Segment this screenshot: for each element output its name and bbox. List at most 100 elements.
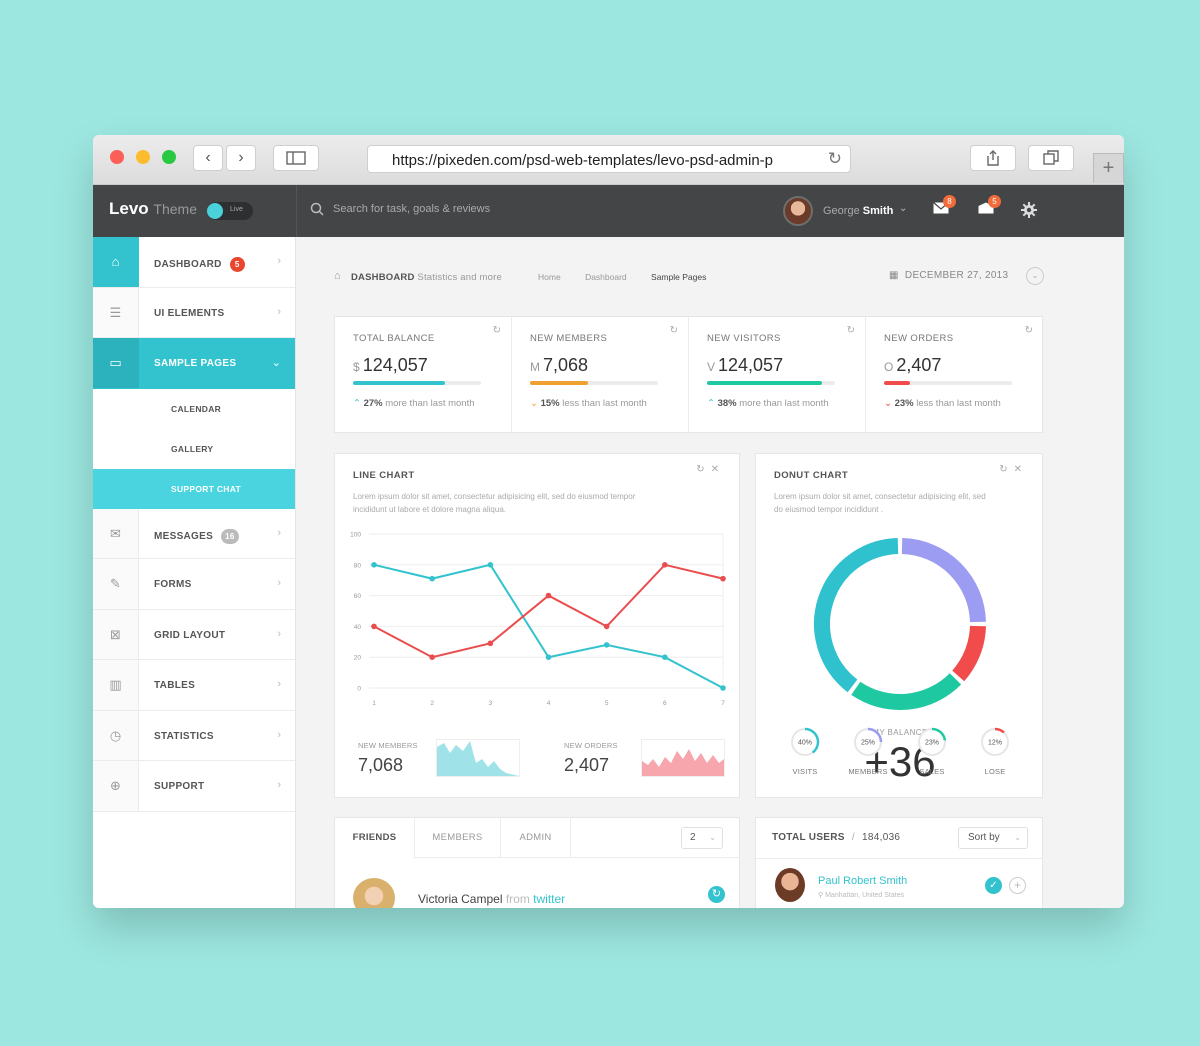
brand-logo[interactable]: Levo Theme [109, 199, 197, 219]
close-icon[interactable]: ✕ [1013, 464, 1028, 475]
refresh-icon[interactable]: ↻ [1024, 325, 1033, 336]
series-line-2 [373, 563, 724, 659]
mini-stat-label: NEW MEMBERS [358, 741, 418, 750]
stat-progress-fill [530, 381, 588, 385]
settings-button[interactable] [1021, 202, 1037, 223]
chevron-down-icon: ⌄ [709, 833, 716, 842]
series-point [429, 654, 435, 660]
breadcrumb-dashboard[interactable]: Dashboard [585, 272, 627, 282]
sort-select[interactable]: Sort by ⌄ [958, 827, 1028, 849]
back-button[interactable]: ‹ [193, 145, 223, 171]
user-avatar[interactable] [783, 196, 813, 226]
series-point [545, 592, 552, 599]
sidebar: ⌂ DASHBOARD 5 › ☰ UI ELEMENTS › ▭ SAMPLE … [93, 237, 296, 908]
stat-progress [884, 381, 1012, 385]
tabs-icon [1043, 150, 1059, 165]
user-avatar[interactable] [775, 868, 805, 902]
sidebar-subitem-gallery[interactable]: GALLERY [171, 443, 214, 454]
refresh-icon[interactable]: ↻ [696, 464, 711, 475]
stat-value: 7,068 [543, 355, 589, 375]
close-window-button[interactable] [110, 150, 124, 164]
y-tick-label: 20 [354, 655, 362, 662]
mini-donut-chart: 23% [918, 727, 947, 756]
sidebar-subitem-support-chat[interactable]: SUPPORT CHAT [93, 468, 295, 509]
donut-chart-panel: DONUT CHART ↻✕ Lorem ipsum dolor sit ame… [755, 453, 1043, 798]
share-icon [987, 150, 999, 166]
breadcrumb-home[interactable]: Home [538, 272, 561, 282]
sidebar-item-support[interactable]: ⊕ SUPPORT › [93, 761, 295, 812]
refresh-icon[interactable]: ↻ [846, 325, 855, 336]
date-dropdown-button[interactable]: ⌄ [1026, 267, 1044, 285]
tab-members[interactable]: MEMBERS [415, 818, 501, 858]
series-point [545, 654, 552, 660]
sidebar-subitem-calendar[interactable]: CALENDAR [171, 403, 222, 414]
live-toggle[interactable]: Live [207, 202, 253, 220]
add-icon[interactable]: + [1009, 877, 1026, 894]
new-tab-button[interactable]: + [1093, 153, 1124, 183]
users-panel: TOTAL USERS / 184,036 Sort by ⌄ Paul Robe… [755, 817, 1043, 908]
stat-pct: 23% [894, 398, 914, 409]
chevron-right-icon: › [277, 678, 281, 690]
friend-row[interactable]: Victoria Campel from twitter [418, 892, 565, 906]
calendar-icon: ▦ [889, 270, 899, 281]
user-menu[interactable]: George Smith [823, 205, 893, 217]
home-icon: ⌂ [93, 237, 139, 287]
clock-icon: ◷ [93, 710, 139, 760]
sidebar-item-sample-pages[interactable]: ▭ SAMPLE PAGES ⌄ [93, 338, 295, 389]
stat-progress-fill [353, 381, 446, 385]
inbox-button[interactable]: 5 [978, 195, 1001, 219]
panel-title: DONUT CHART [774, 470, 849, 481]
inbox-badge: 5 [988, 195, 1001, 208]
friend-source-link[interactable]: twitter [533, 892, 566, 906]
divider [756, 858, 1042, 859]
panel-desc-line1: Lorem ipsum dolor sit amet, consectetur … [774, 492, 986, 501]
sidebar-item-statistics[interactable]: ◷ STATISTICS › [93, 710, 295, 761]
close-icon[interactable]: ✕ [710, 464, 725, 475]
stat-value: 2,407 [896, 355, 942, 375]
sidebar-item-dashboard[interactable]: ⌂ DASHBOARD 5 › [93, 237, 295, 288]
forward-button[interactable]: › [226, 145, 256, 171]
refresh-icon[interactable]: ↻ [669, 325, 678, 336]
panel-desc-line2: incididunt ut labore et dolore magna ali… [353, 505, 506, 514]
chevron-right-icon: › [277, 255, 281, 267]
date-text: DECEMBER 27, 2013 [904, 270, 1009, 281]
breadcrumb-current: Sample Pages [651, 272, 707, 282]
friend-avatar[interactable] [353, 878, 395, 908]
tabs-overview-button[interactable] [1028, 145, 1074, 171]
donut-segment [952, 625, 986, 682]
app-header: Levo Theme Live George Smith ⌄ 8 5 [93, 185, 1124, 237]
toggle-label: Live [230, 206, 243, 213]
y-tick-label: 60 [354, 593, 362, 600]
friends-count-select[interactable]: 2 ⌄ [681, 827, 723, 849]
x-tick-label: 2 [430, 700, 434, 707]
mail-button[interactable]: 8 [933, 195, 956, 219]
sidebar-item-tables[interactable]: ▥ TABLES › [93, 660, 295, 711]
sidebar-item-grid-layout[interactable]: ⊠ GRID LAYOUT › [93, 609, 295, 660]
friends-tabs: FRIENDS MEMBERS ADMIN 2 ⌄ [335, 818, 739, 859]
sidebar-item-ui-elements[interactable]: ☰ UI ELEMENTS › [93, 287, 295, 338]
address-bar[interactable]: https://pixeden.com/psd-web-templates/le… [367, 145, 851, 173]
panel-description: Lorem ipsum dolor sit amet, consectetur … [353, 490, 635, 516]
share-button[interactable] [970, 145, 1016, 171]
user-last-name: Smith [862, 205, 894, 217]
minimize-window-button[interactable] [136, 150, 150, 164]
maximize-window-button[interactable] [162, 150, 176, 164]
search-input[interactable] [333, 203, 583, 215]
refresh-icon[interactable]: ↻ [999, 464, 1014, 475]
refresh-icon[interactable]: ↻ [708, 886, 725, 903]
reload-icon[interactable]: ↻ [827, 149, 842, 168]
tab-friends[interactable]: FRIENDS [335, 818, 415, 859]
chevron-down-icon[interactable]: ⌄ [899, 203, 908, 214]
sidebar-item-label: MESSAGES [154, 530, 214, 542]
refresh-icon[interactable]: ↻ [492, 325, 501, 336]
user-name[interactable]: Paul Robert Smith [818, 875, 908, 887]
chevron-right-icon: › [277, 627, 281, 640]
sidebar-item-messages[interactable]: ✉ MESSAGES 16 › [93, 508, 295, 559]
check-icon[interactable]: ✓ [985, 877, 1002, 894]
gear-icon [1021, 202, 1037, 218]
sidebar-toggle-button[interactable] [273, 145, 319, 171]
tab-admin[interactable]: ADMIN [501, 818, 571, 858]
home-icon[interactable]: ⌂ [334, 270, 341, 282]
stat-note: more than last month [739, 398, 829, 409]
sidebar-item-forms[interactable]: ✎ FORMS › [93, 559, 295, 610]
